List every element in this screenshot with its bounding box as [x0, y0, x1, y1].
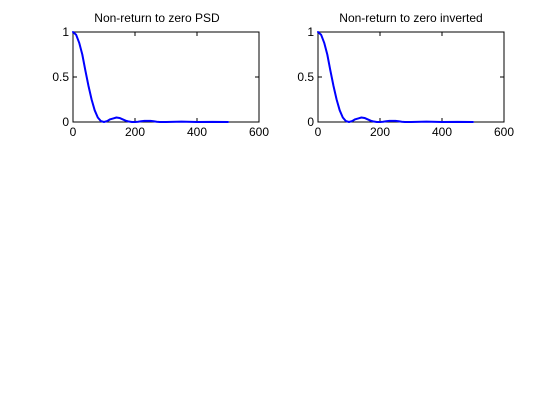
plot-nrz-inverted: Non-return to zero inverted 0 200 400 600 0 0… [297, 11, 514, 139]
axes-box [72, 31, 260, 123]
y-tick-label: 1 [307, 25, 314, 39]
series [72, 31, 229, 123]
axes-box [317, 31, 505, 123]
y-tick-label: 0 [307, 115, 314, 129]
series-line [72, 31, 229, 123]
y-tick-label: 1 [62, 25, 69, 39]
x-tick-label: 0 [70, 125, 77, 139]
plot-title: Non-return to zero inverted [339, 11, 482, 25]
x-tick-label: 200 [125, 125, 145, 139]
x-tick-label: 200 [370, 125, 390, 139]
plot-nrz-psd: Non-return to zero PSD 0 200 400 600 0 0.5 1 [52, 11, 269, 139]
x-tick-label: 600 [249, 125, 269, 139]
x-tick-label: 400 [432, 125, 452, 139]
ticks: 0 200 400 600 0 0.5 1 [52, 25, 269, 139]
x-tick-label: 400 [187, 125, 207, 139]
y-tick-label: 0.5 [297, 70, 314, 84]
x-tick-label: 600 [494, 125, 514, 139]
series [317, 31, 474, 123]
y-tick-label: 0.5 [52, 70, 69, 84]
plot-title: Non-return to zero PSD [94, 11, 220, 25]
y-tick-label: 0 [62, 115, 69, 129]
x-tick-label: 0 [315, 125, 322, 139]
series-line [317, 31, 474, 123]
